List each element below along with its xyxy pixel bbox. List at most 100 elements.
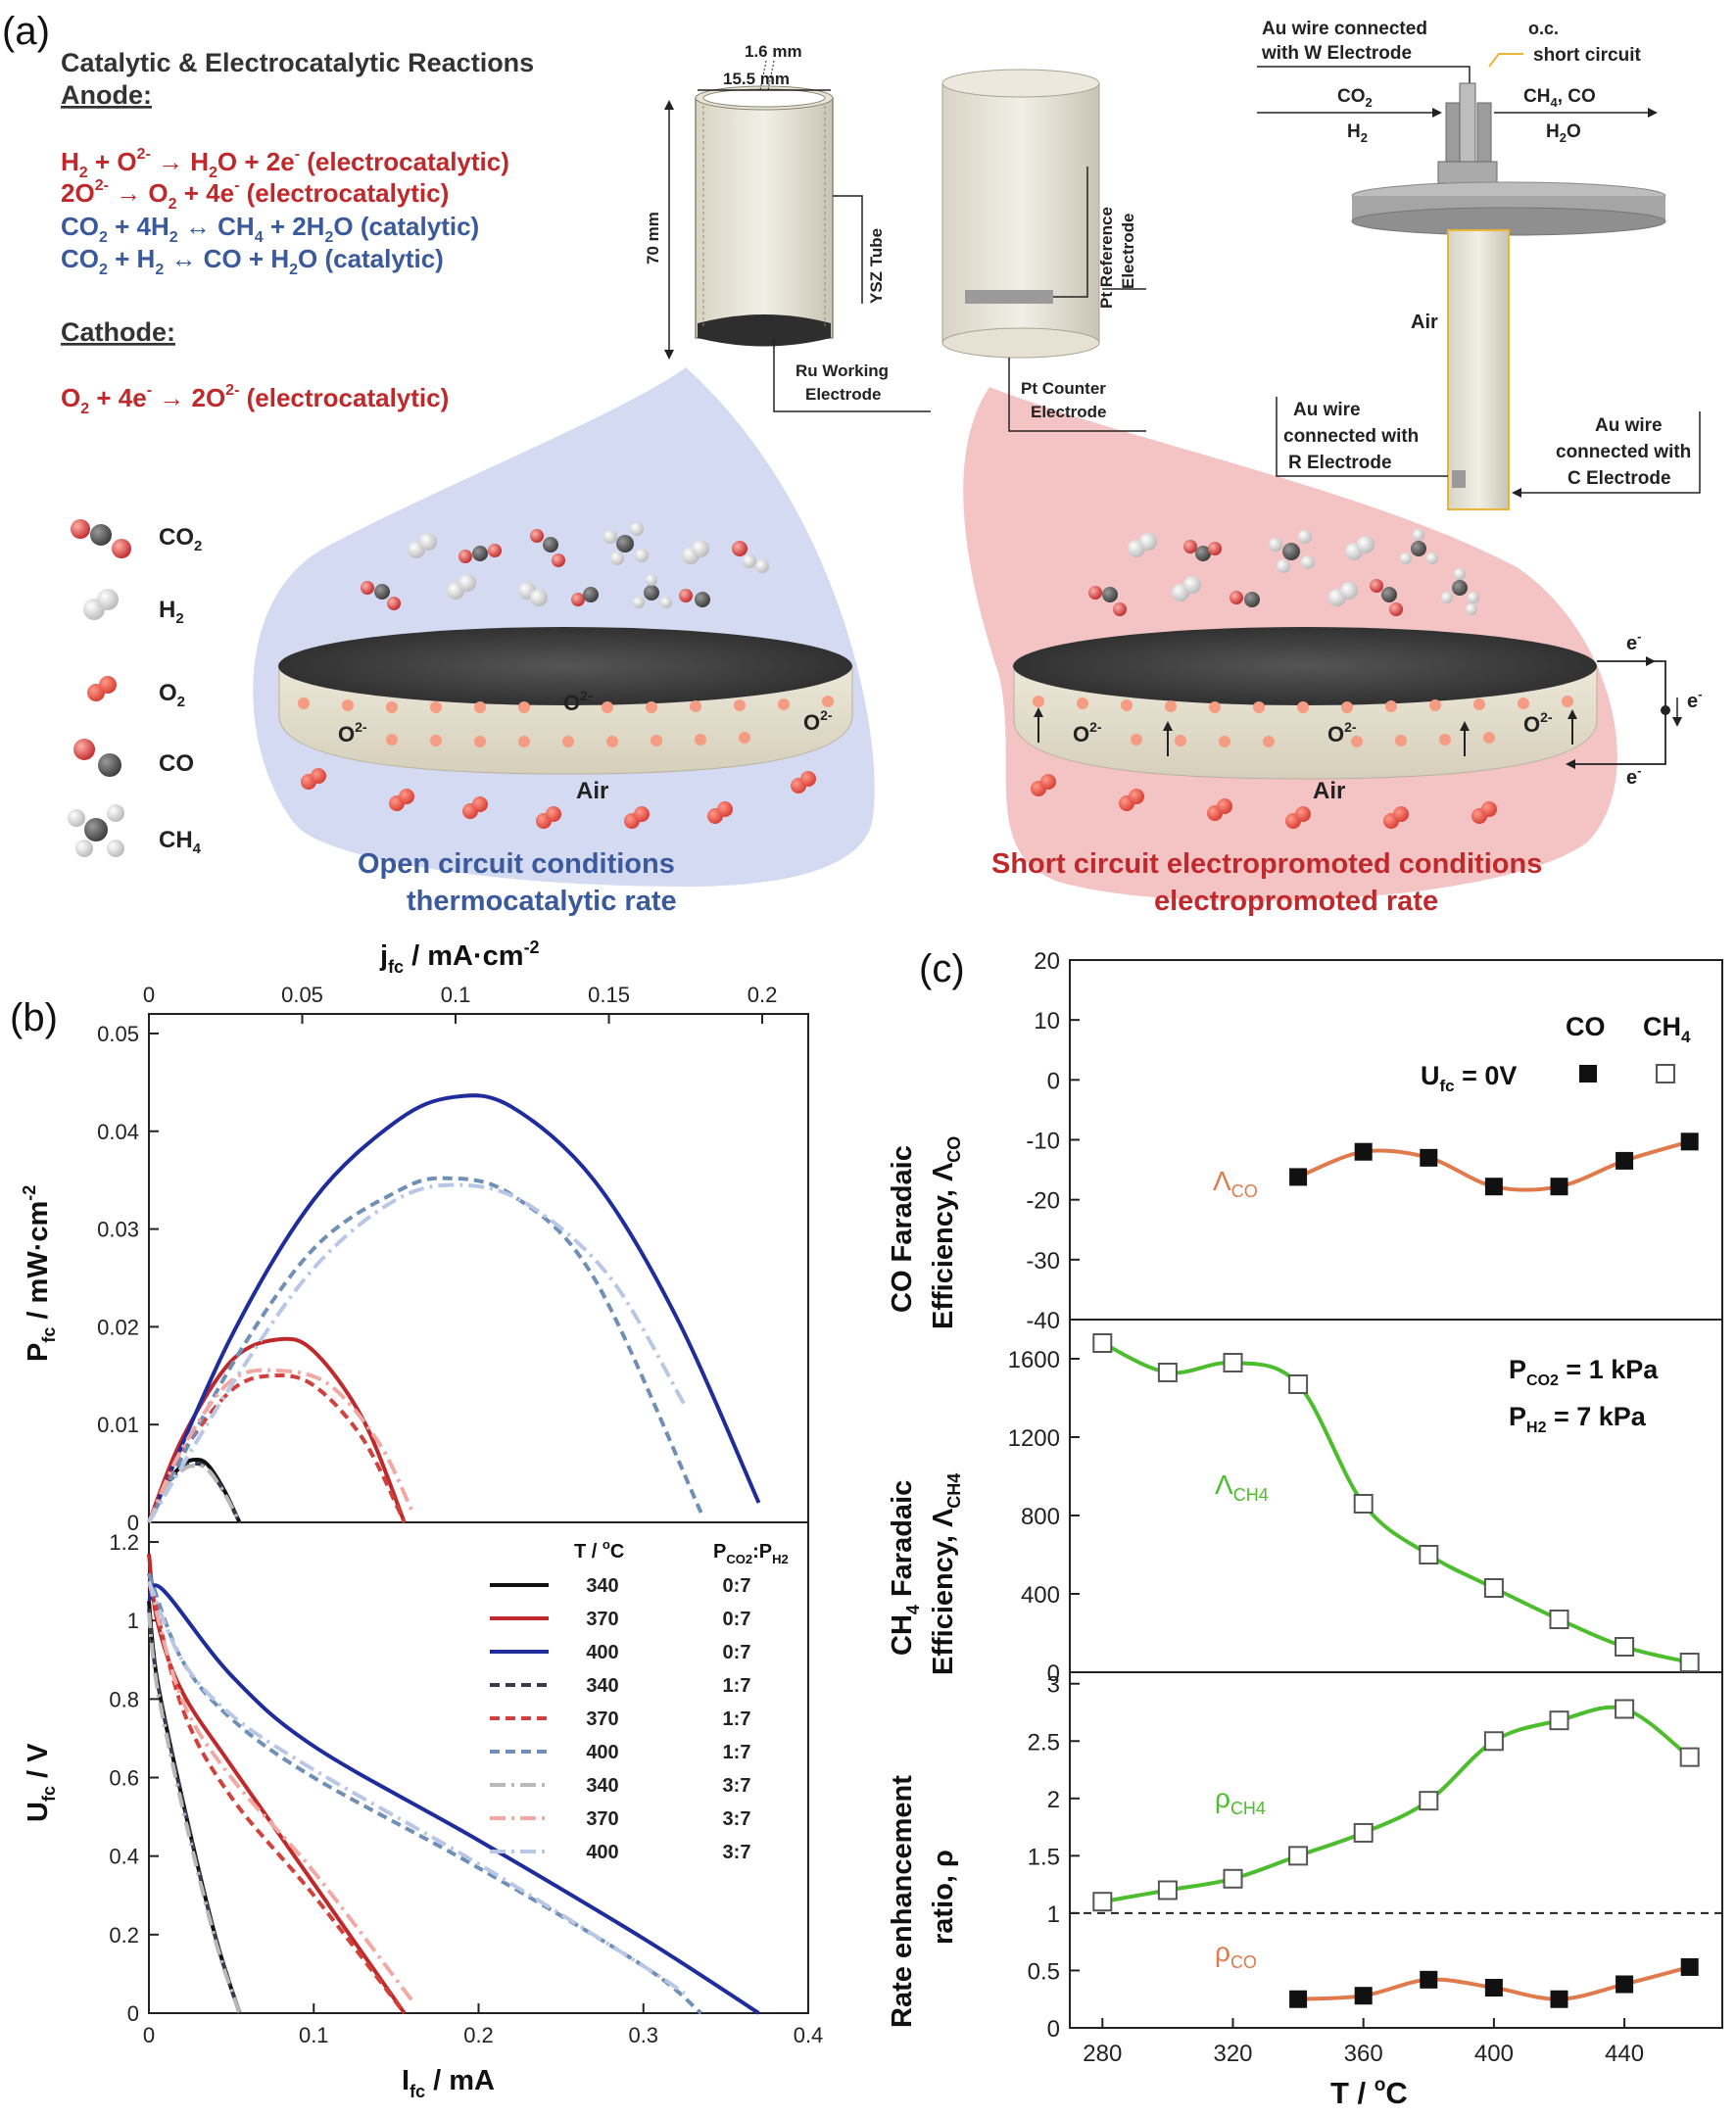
electron-label-side: e- [1687, 687, 1702, 712]
panel-b: (b) jfc / mA·cm-2 0 0.05 0.1 0.15 0.2 00.010… [10, 938, 823, 2101]
ch4-efficiency-point-ch4 [1419, 1545, 1439, 1564]
au-wire-w-label-1: Au wire connected [1262, 19, 1427, 39]
legend-ratio-value: 1:7 [723, 1675, 751, 1697]
legend-co-label: CO [159, 750, 194, 777]
rate-ratio-point-co [1550, 1990, 1568, 2008]
legend-ratio-value: 1:7 [723, 1708, 751, 1730]
inlet-gas-1: CO2 [1337, 86, 1373, 110]
rate-ratio-tick-label: 0 [1047, 2016, 1060, 2043]
open-circuit-caption-1: Open circuit conditions [358, 848, 675, 880]
rate-ratio-point-co [1484, 1979, 1503, 1997]
lambda-co-label: ΛCO [1213, 1166, 1258, 1201]
current-axis-tick-label: 0.2 [463, 2023, 494, 2047]
co-efficiency-tick-label: 20 [1034, 948, 1060, 975]
ru-electrode-label-2: Electrode [805, 385, 881, 404]
reaction-oxygen-evolution: 2O2- → O2 + 4e- (electrocatalytic) [61, 177, 449, 213]
power-axis-tick-label: 0.03 [97, 1218, 139, 1242]
voltage-curve-400-3-7 [147, 1580, 686, 1996]
panel-c: (c) -40 -30 -20 -10 0 10 20 0 400 800 1200 1600 0 0.5… [887, 947, 1723, 2110]
reactor-assembly: Au wire connected with W Electrode o.c. … [1257, 19, 1701, 510]
reaction-h2-oxidation: H2 + O2- → H2O + 2e- (electrocatalytic) [61, 146, 509, 181]
rate-ratio-point-ch4 [1157, 1880, 1178, 1900]
power-axis-tick-label: 0.04 [97, 1120, 139, 1144]
ch4-efficiency-tick-label: 1600 [1008, 1347, 1060, 1373]
outer-cylinder-illustration: Pt Reference Electrode Pt Counter Electr… [941, 69, 1146, 432]
pt-reference-label-2: Electrode [1119, 214, 1137, 289]
power-axis-tick-label: 0.05 [97, 1022, 139, 1046]
au-wire-c-label-1: Au wire [1595, 415, 1663, 436]
ch4-efficiency-point-ch4 [1549, 1610, 1569, 1629]
rate-ratio-tick-label: 1 [1047, 1901, 1060, 1928]
rate-ratio-point-co [1420, 1970, 1438, 1989]
voltage-axis-tick-label: 0.6 [109, 1766, 139, 1791]
open-circuit-background [253, 367, 875, 887]
panel-b-label: (b) [10, 996, 58, 1039]
panel-a: (a) Catalytic & Electrocatalytic Reactio… [2, 10, 1702, 917]
au-wire-w-label-2: with W Electrode [1261, 43, 1412, 64]
rate-ratio-axis-label-2: ratio, ρ [928, 1850, 959, 1945]
ch4-efficiency-point-ch4 [1679, 1653, 1700, 1672]
legend-ratio-value: 0:7 [723, 1609, 751, 1630]
rate-ratio-tick-label: 3 [1047, 1672, 1060, 1699]
voltage-axis-tick-label: 1 [127, 1609, 139, 1633]
rate-ratio-point-co [1354, 1987, 1373, 2005]
outlet-gas-1: CH4, CO [1523, 86, 1596, 110]
ch4-efficiency-point-ch4 [1157, 1363, 1178, 1382]
legend-temperature-value: 370 [586, 1609, 618, 1630]
temperature-tick-label: 280 [1083, 2041, 1122, 2067]
cathode-heading: Cathode: [61, 317, 175, 347]
top-axis-label: jfc / mA·cm-2 [379, 938, 540, 977]
ch4-efficiency-tick-label: 800 [1021, 1504, 1060, 1530]
ch4-molecule-icon [68, 804, 124, 857]
rho-co-label: ρCO [1215, 1937, 1257, 1972]
rate-ratio-axis-label-1: Rate enhancement [887, 1775, 918, 2028]
rate-ratio-point-ch4 [1549, 1710, 1569, 1731]
ch4-efficiency-point-ch4 [1483, 1578, 1504, 1598]
rate-ratio-tick-label: 0.5 [1028, 1958, 1060, 1985]
ru-electrode-label-1: Ru Working [796, 361, 889, 380]
temperature-tick-label: 440 [1605, 2041, 1644, 2067]
panel-c-label: (c) [919, 947, 965, 990]
co-molecule-icon [73, 739, 121, 777]
right-air-label: Air [1313, 778, 1345, 804]
co-efficiency-point-co [1615, 1151, 1634, 1170]
ch4-efficiency-axis-label-2: Efficiency, ΛCH4 [928, 1473, 964, 1675]
legend-temperature-value: 400 [586, 1842, 618, 1863]
top-axis-ticks: 0 0.05 0.1 0.15 0.2 [143, 983, 777, 1024]
rate-ratio-point-ch4 [1419, 1791, 1439, 1811]
voltage-curve-370-3-7 [147, 1580, 414, 2003]
temperature-tick-label: 360 [1344, 2041, 1383, 2067]
ch4-efficiency-point-ch4 [1092, 1333, 1113, 1353]
voltage-axis-label: Ufc / V [23, 1743, 59, 1822]
right-o2minus-1: O2- [1073, 719, 1102, 746]
panel-a-label: (a) [2, 10, 50, 53]
o2-molecule-icon [87, 676, 117, 701]
rate-ratio-point-ch4 [1615, 1699, 1635, 1719]
voltage-axis-ticks: 0 0.2 0.4 0.6 0.8 1 1.2 [109, 1530, 159, 2026]
tube-diameter-label: 15.5 mm [723, 70, 790, 88]
current-axis-tick-label: 0.4 [794, 2023, 824, 2047]
power-axis-tick-label: 0.01 [97, 1413, 139, 1437]
rate-ratio-tick-label: 2.5 [1028, 1729, 1060, 1756]
au-wire-c-label-3: C Electrode [1567, 468, 1671, 489]
co-efficiency-axis-label-1: CO Faradaic [887, 1145, 918, 1313]
voltage-axis-tick-label: 0.2 [109, 1923, 139, 1948]
voltage-axis-tick-label: 0.4 [109, 1845, 139, 1869]
top-axis-tick-label: 0.15 [588, 983, 630, 1007]
ysz-tube-illustration: 70 mm 15.5 mm 1.6 mm YSZ Tube Ru Working… [644, 42, 931, 412]
au-wire-c-label-2: connected with [1556, 442, 1691, 462]
co-efficiency-tick-label: 10 [1034, 1008, 1060, 1034]
rate-ratio-point-ch4 [1679, 1747, 1700, 1767]
anode-heading: Anode: [61, 80, 152, 110]
ysz-tube-label: YSZ Tube [867, 228, 886, 304]
pco2-condition-label: PCO2 = 1 kPa [1509, 1355, 1659, 1389]
ch4-efficiency-axis-label-1: CH4 Faradaic [887, 1480, 923, 1656]
legend-ch4-label: CH4 [159, 827, 202, 857]
electron-label-top: e- [1626, 629, 1641, 654]
legend-ratio-value: 0:7 [723, 1642, 751, 1663]
h2-molecule-icon [83, 589, 119, 620]
legend-temperature-value: 340 [586, 1675, 618, 1697]
current-axis-tick-label: 0.1 [299, 2023, 329, 2047]
top-axis-tick-label: 0.1 [441, 983, 471, 1007]
legend-ratio-value: 0:7 [723, 1575, 751, 1597]
